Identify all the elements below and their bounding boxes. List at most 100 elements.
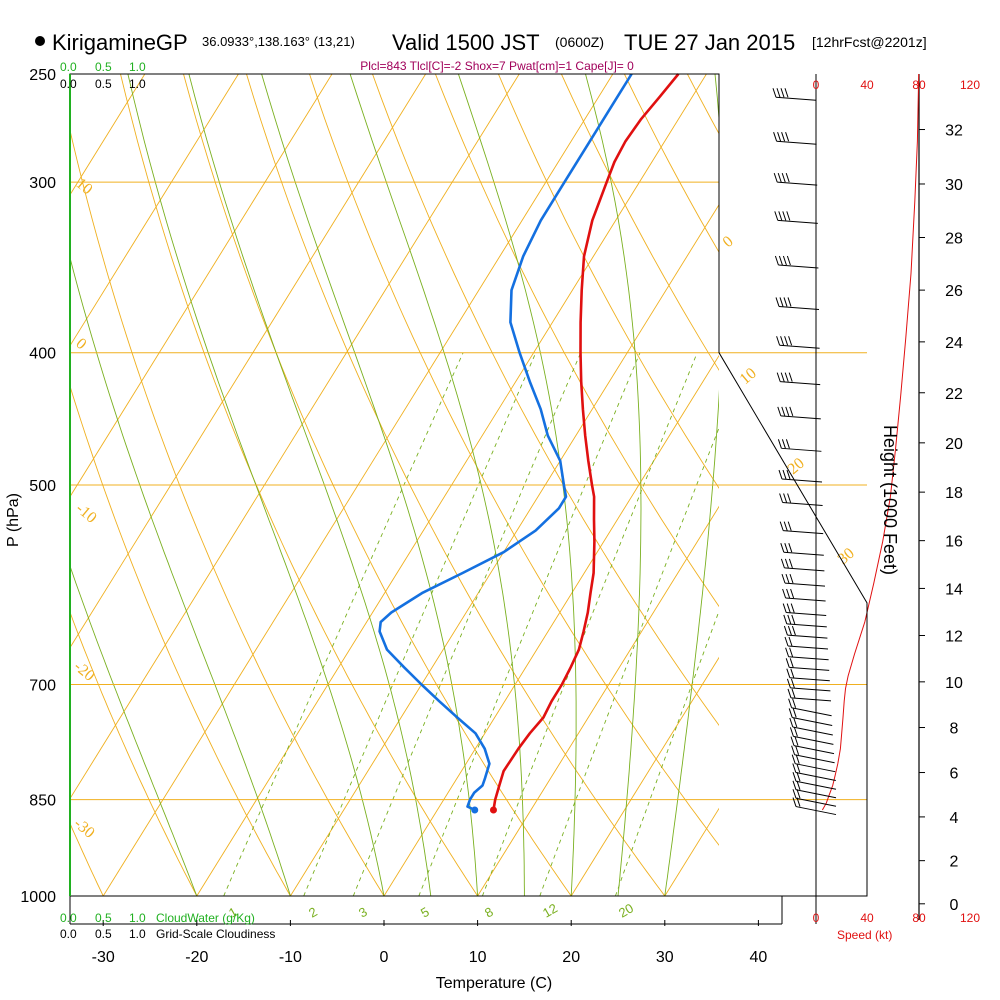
x-tick-label: -30: [92, 949, 115, 966]
moist-adiabat-line: [585, 74, 642, 896]
moist-adiabat-line: [70, 564, 198, 896]
wind-barb: [792, 772, 837, 790]
wind-barb: [783, 614, 827, 628]
stability-indices: Plcl=843 Tlcl[C]=-2 Shox=7 Pwat[cm]=1 Ca…: [360, 59, 634, 73]
wind-barb-flag: [796, 797, 801, 807]
moist-adiabat-line: [349, 74, 525, 896]
wind-barb-flag: [794, 736, 799, 746]
wind-barb: [782, 588, 826, 602]
wind-barb: [792, 780, 837, 799]
wind-barb-flag: [786, 588, 791, 599]
cloud-bottom-green-0: 0.0: [60, 911, 77, 925]
isotherm-line: [852, 74, 1000, 896]
mixing-ratio-line: [352, 352, 582, 896]
dry-adiabat-line: [70, 384, 291, 896]
wind-barb-flag: [776, 372, 781, 382]
speed-top-120: 120: [960, 78, 980, 92]
wind-barb-flag: [784, 88, 789, 98]
pressure-tick-label: 300: [29, 175, 56, 192]
wind-barb-flag: [796, 789, 801, 799]
wind-barb-staff: [784, 582, 826, 587]
dry-adiabat-label: -20: [70, 658, 97, 685]
wind-barb-flag: [788, 698, 793, 708]
wind-barb-flag: [788, 372, 793, 382]
wind-barb: [776, 372, 821, 386]
cloud-top-green-0: 0.0: [60, 60, 77, 74]
dry-adiabat-label: 30: [835, 545, 858, 568]
wind-barb-staff: [776, 140, 817, 145]
cloud-top-black-2: 1.0: [129, 77, 146, 91]
mixing-ratio-label: 2: [306, 904, 320, 921]
wind-barb: [788, 708, 833, 726]
wind-barb-flag: [785, 406, 790, 417]
wind-barb-flag: [790, 668, 795, 678]
isotherm-line: [477, 505, 719, 896]
wind-barb: [774, 211, 818, 224]
cloud-water-title: CloudWater (g/Kg): [156, 911, 255, 925]
temperature-surface-dot: [489, 806, 497, 814]
pressure-tick-label: 700: [29, 678, 56, 695]
wind-barb-flag: [776, 88, 781, 98]
valid-utc: (0600Z): [555, 34, 604, 50]
dry-adiabat-label: -30: [70, 815, 97, 842]
wind-barb-staff: [778, 264, 819, 269]
wind-barb-flag: [780, 372, 785, 382]
x-tick-label: 30: [656, 949, 674, 966]
mixing-ratio-line: [418, 352, 641, 896]
mixing-ratio-line: [303, 352, 537, 896]
mixing-ratio-label: 5: [418, 904, 432, 921]
mixing-ratio-line: [223, 352, 464, 896]
mixing-ratio-label: 8: [482, 904, 496, 921]
wind-barb-flag: [785, 573, 790, 584]
valid-date: TUE 27 Jan 2015: [624, 30, 795, 55]
wind-barb-staff: [792, 716, 833, 726]
wind-barb-flag: [783, 614, 788, 625]
dry-adiabat-label: 0: [720, 233, 737, 251]
wind-barb-staff: [782, 502, 823, 507]
wind-barb: [785, 647, 829, 661]
wind-barb-flag: [788, 708, 793, 718]
pressure-tick-label: 500: [29, 478, 56, 495]
wind-barb-flag: [782, 588, 787, 599]
plot-frame: [69, 73, 868, 926]
moist-adiabat-line: [261, 74, 479, 896]
wind-barb-staff: [790, 687, 831, 692]
wind-barb-flag: [779, 493, 784, 503]
height-tick-label: 20: [945, 436, 963, 453]
wind-barb-flag: [786, 668, 791, 678]
wind-barb-flag: [786, 211, 791, 221]
wind-barb-flag: [784, 336, 789, 346]
wind-barb-flag: [787, 493, 792, 503]
wind-barb-staff: [793, 735, 834, 745]
wind-barb-flag: [791, 754, 796, 764]
wind-barb-flag: [773, 132, 778, 142]
wind-barb-flag: [791, 625, 796, 636]
wind-barb-flag: [788, 636, 793, 647]
wind-barb-flag: [782, 603, 787, 613]
wind-barb-flag: [787, 688, 792, 699]
wind-barb-flag: [787, 521, 792, 531]
wind-barb-flag: [776, 336, 781, 346]
wind-barb-flag: [778, 469, 783, 480]
wind-barb: [786, 668, 830, 682]
dry-adiabat-line: [0, 74, 10, 896]
wind-barb-staff: [789, 677, 830, 682]
wind-barb-flag: [785, 658, 790, 668]
wind-barb-flag: [778, 255, 783, 266]
wind-barb: [787, 688, 832, 702]
wind-barb-flag: [782, 469, 787, 480]
wind-barb-staff: [792, 726, 833, 736]
dry-adiabat-line: [246, 74, 666, 896]
dry-adiabat-line: [560, 74, 719, 371]
speed-scale: 0 40 80 120 0 40 80 120 Speed (kt): [813, 78, 981, 942]
cloud-bottom-black-2: 1.0: [129, 927, 146, 941]
x-tick-label: 0: [380, 949, 389, 966]
wind-barb-flag: [786, 469, 791, 480]
wind-barb-flag: [796, 772, 801, 782]
wind-barb-flag: [786, 603, 791, 613]
moist-adiabat-line: [188, 74, 432, 896]
wind-barb-staff: [786, 612, 827, 617]
wind-barb-flag: [781, 132, 786, 142]
wind-barb: [790, 736, 835, 755]
